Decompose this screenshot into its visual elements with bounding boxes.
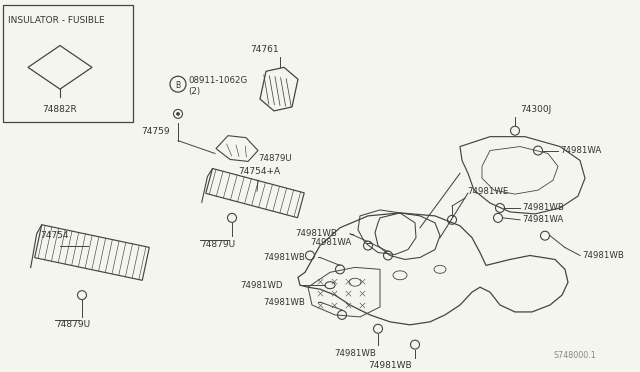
Text: 74981WB: 74981WB	[263, 253, 305, 262]
Text: 08911-1062G: 08911-1062G	[188, 76, 247, 85]
Text: 74981WA: 74981WA	[560, 146, 601, 155]
Text: 74759: 74759	[141, 127, 170, 136]
Text: 74981WB: 74981WB	[263, 298, 305, 307]
Text: 74981WB: 74981WB	[295, 229, 337, 238]
Text: 74981WB: 74981WB	[522, 203, 564, 212]
Text: 74882R: 74882R	[43, 105, 77, 114]
Text: 74981WB: 74981WB	[368, 362, 412, 371]
Text: INSULATOR - FUSIBLE: INSULATOR - FUSIBLE	[8, 16, 104, 25]
Text: 74981WB: 74981WB	[334, 349, 376, 357]
Text: 74879U: 74879U	[200, 240, 235, 248]
Text: (2): (2)	[188, 87, 200, 96]
Text: 74761: 74761	[251, 45, 279, 54]
Text: 74981WE: 74981WE	[467, 187, 508, 196]
Text: 74981WD: 74981WD	[240, 281, 282, 290]
Text: B: B	[175, 81, 180, 90]
Text: 74754+A: 74754+A	[238, 167, 280, 176]
Text: 74981WB: 74981WB	[582, 251, 624, 260]
Circle shape	[177, 112, 179, 115]
Text: 74879U: 74879U	[258, 154, 292, 163]
Text: S748000.1: S748000.1	[553, 352, 596, 360]
Bar	[3, 5, 133, 122]
Text: 74879U: 74879U	[55, 320, 90, 329]
Text: 74300J: 74300J	[520, 105, 551, 114]
Text: 74754: 74754	[40, 231, 68, 240]
Text: 74981WA: 74981WA	[310, 238, 351, 247]
Text: 74981WA: 74981WA	[522, 215, 563, 224]
